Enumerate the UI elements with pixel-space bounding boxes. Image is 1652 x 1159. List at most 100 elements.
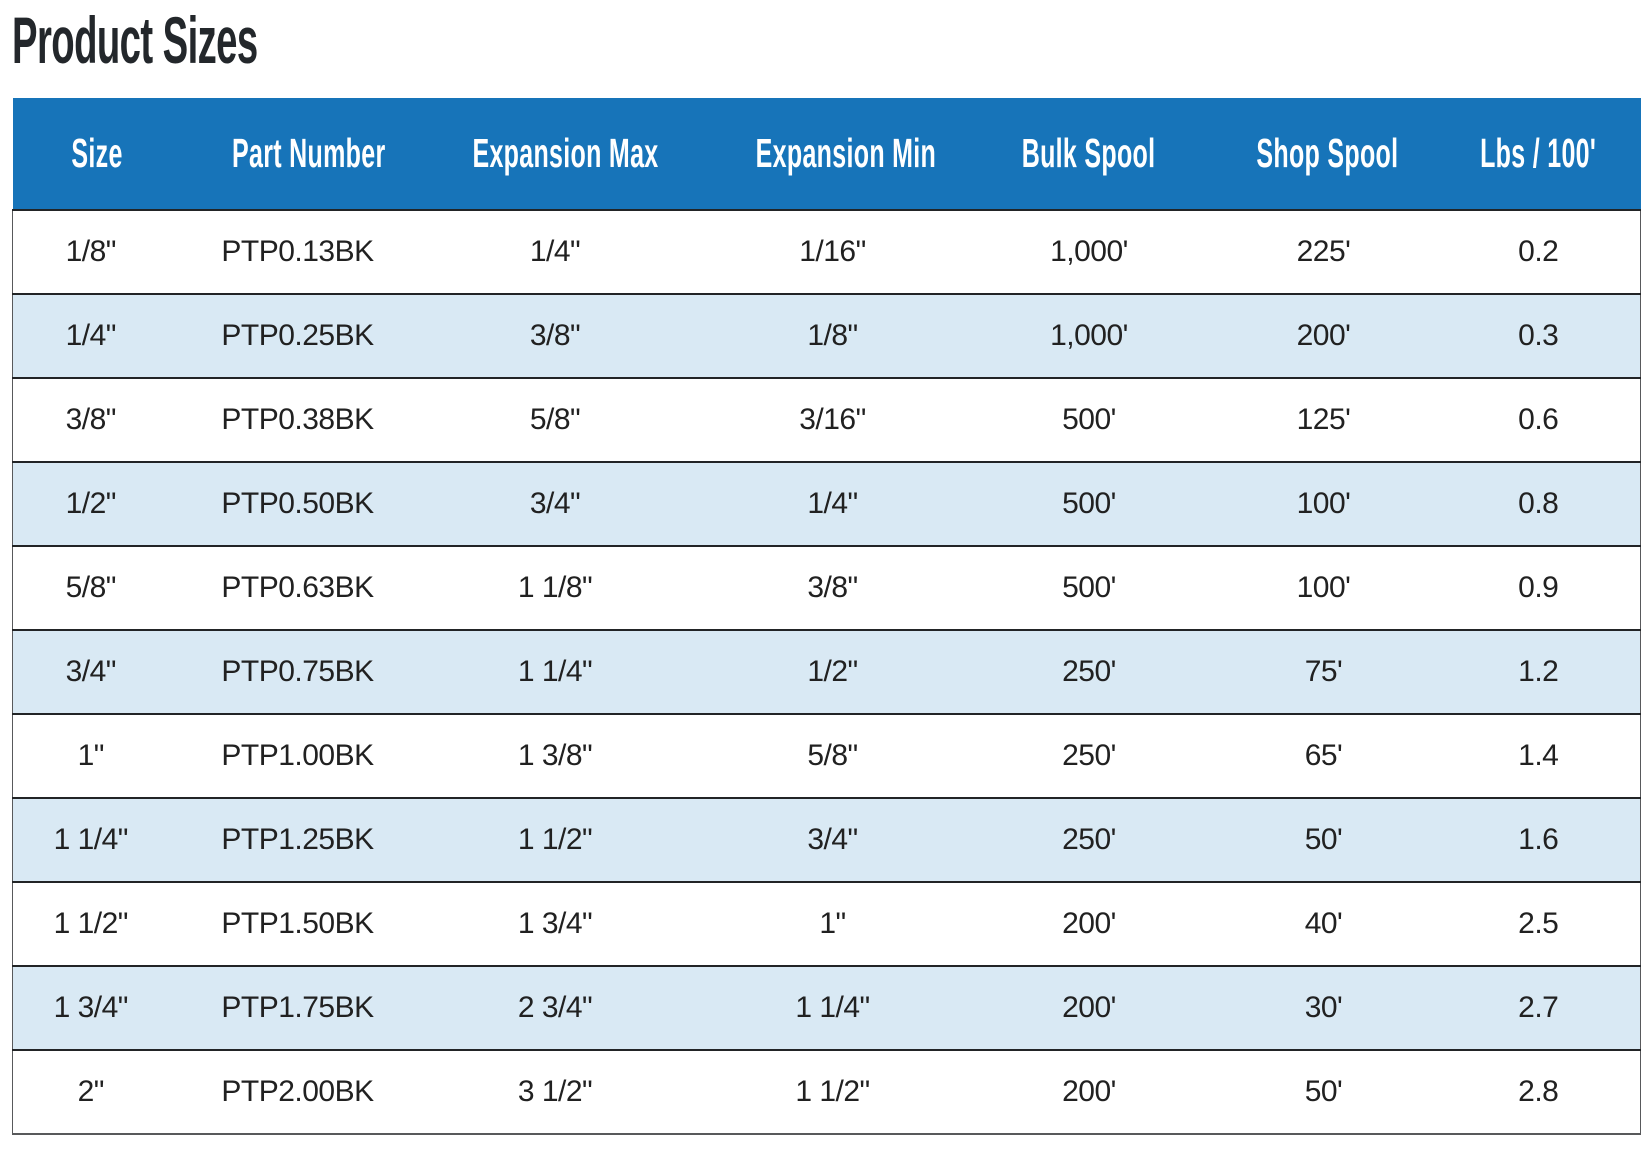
table-cell-lbs-per-100: 0.6 — [1436, 378, 1641, 462]
table-row: 5/8" PTP0.63BK 1 1/8" 3/8" 500' 100' 0.9 — [12, 546, 1641, 630]
column-header-bulk-spool: Bulk Spool — [967, 98, 1211, 210]
table-cell-lbs-per-100: 0.3 — [1436, 294, 1641, 378]
table-cell-shop-spool: 100' — [1296, 487, 1351, 520]
table-cell-part-number: PTP0.25BK — [221, 319, 374, 352]
table-row: 2" PTP2.00BK 3 1/2" 1 1/2" 200' 50' 2.8 — [12, 1050, 1641, 1134]
page-title: Product Sizes — [12, 0, 1640, 98]
table-cell-expansion-max: 5/8" — [529, 403, 581, 436]
table-cell-lbs-per-100: 1.2 — [1436, 630, 1641, 714]
table-row: 1/8" PTP0.13BK 1/4" 1/16" 1,000' 225' 0.2 — [12, 210, 1641, 294]
table-cell-bulk-spool: 250' — [1062, 739, 1116, 772]
table-cell-bulk-spool: 1,000' — [1050, 235, 1128, 268]
table-header: Size Part Number Expansion Max Expansion… — [12, 98, 1641, 210]
table-cell-part-number: PTP0.75BK — [221, 655, 374, 688]
table-cell-expansion-min: 3/4" — [807, 823, 858, 856]
table-cell-lbs-per-100: 0.9 — [1436, 546, 1641, 630]
table-cell-size: 1 3/4" — [12, 966, 183, 1050]
table-cell-bulk-spool: 200' — [1062, 991, 1116, 1024]
table-body: 1/8" PTP0.13BK 1/4" 1/16" 1,000' 225' 0.2 1/4" P… — [12, 210, 1641, 1134]
table-cell-lbs-per-100: 1.6 — [1436, 798, 1641, 882]
table-cell-expansion-min: 1 1/2" — [795, 1075, 870, 1108]
table-cell-expansion-min: 1" — [819, 907, 846, 940]
table-cell-shop-spool: 100' — [1296, 571, 1351, 604]
table-cell-expansion-min: 1/16" — [799, 235, 866, 268]
table-cell-bulk-spool: 250' — [1062, 655, 1116, 688]
table-cell-expansion-max: 3/8" — [529, 319, 581, 352]
table-cell-lbs-per-100: 2.7 — [1436, 966, 1641, 1050]
table-cell-expansion-min: 1/8" — [807, 319, 858, 352]
table-cell-part-number: PTP1.25BK — [221, 823, 374, 856]
table-cell-size: 5/8" — [12, 546, 183, 630]
table-cell-expansion-max: 1 3/4" — [517, 907, 593, 940]
table-cell-bulk-spool: 200' — [1062, 1075, 1116, 1108]
table-cell-expansion-max: 3/4" — [529, 487, 581, 520]
table-header-row: Size Part Number Expansion Max Expansion… — [12, 98, 1641, 210]
table-cell-size: 1/4" — [12, 294, 183, 378]
table-cell-shop-spool: 50' — [1304, 1075, 1343, 1108]
table-row: 1/4" PTP0.25BK 3/8" 1/8" 1,000' 200' 0.3 — [12, 294, 1641, 378]
table-cell-lbs-per-100: 1.4 — [1436, 714, 1641, 798]
table-cell-shop-spool: 40' — [1304, 907, 1343, 940]
page: Product Sizes Size Part Number Expansion… — [12, 0, 1641, 1135]
table-cell-expansion-max: 1 1/8" — [517, 571, 593, 604]
table-cell-lbs-per-100: 2.5 — [1436, 882, 1641, 966]
table-cell-size: 3/8" — [12, 378, 183, 462]
table-cell-expansion-max: 3 1/2" — [517, 1075, 593, 1108]
table-row: 1 1/4" PTP1.25BK 1 1/2" 3/4" 250' 50' 1.6 — [12, 798, 1641, 882]
product-sizes-table: Size Part Number Expansion Max Expansion… — [12, 98, 1641, 1135]
table-cell-shop-spool: 200' — [1296, 319, 1351, 352]
table-cell-shop-spool: 65' — [1304, 739, 1343, 772]
table-cell-part-number: PTP0.38BK — [221, 403, 374, 436]
table-cell-size: 1 1/4" — [12, 798, 183, 882]
table-cell-bulk-spool: 1,000' — [1050, 319, 1128, 352]
table-cell-bulk-spool: 500' — [1062, 571, 1116, 604]
table-cell-expansion-min: 5/8" — [807, 739, 858, 772]
table-cell-part-number: PTP0.50BK — [221, 487, 374, 520]
table-cell-bulk-spool: 500' — [1062, 403, 1116, 436]
table-cell-shop-spool: 75' — [1304, 655, 1343, 688]
table-cell-expansion-max: 1 1/2" — [517, 823, 593, 856]
table-cell-size: 1" — [12, 714, 183, 798]
table-cell-size: 2" — [12, 1050, 183, 1134]
table-row: 1" PTP1.00BK 1 3/8" 5/8" 250' 65' 1.4 — [12, 714, 1641, 798]
table-cell-part-number: PTP0.13BK — [221, 235, 374, 268]
table-row: 3/8" PTP0.38BK 5/8" 3/16" 500' 125' 0.6 — [12, 378, 1641, 462]
table-cell-part-number: PTP1.50BK — [221, 907, 374, 940]
table-cell-expansion-min: 1 1/4" — [795, 991, 870, 1024]
table-cell-lbs-per-100: 0.2 — [1436, 210, 1641, 294]
column-header-expansion-min: Expansion Min — [697, 98, 968, 210]
table-cell-shop-spool: 30' — [1304, 991, 1343, 1024]
column-header-lbs-per-100: Lbs / 100' — [1436, 98, 1641, 210]
column-header-part-number: Part Number — [182, 98, 413, 210]
table-cell-part-number: PTP2.00BK — [221, 1075, 374, 1108]
table-row: 1 1/2" PTP1.50BK 1 3/4" 1" 200' 40' 2.5 — [12, 882, 1641, 966]
page-title-text: Product Sizes — [12, 3, 258, 77]
table-cell-size: 3/4" — [12, 630, 183, 714]
table-cell-lbs-per-100: 2.8 — [1436, 1050, 1641, 1134]
table-cell-expansion-min: 1/2" — [807, 655, 858, 688]
table-cell-size: 1 1/2" — [12, 882, 183, 966]
table-cell-shop-spool: 50' — [1304, 823, 1343, 856]
table-cell-bulk-spool: 250' — [1062, 823, 1116, 856]
table-row: 1 3/4" PTP1.75BK 2 3/4" 1 1/4" 200' 30' 2.7 — [12, 966, 1641, 1050]
table-cell-shop-spool: 125' — [1296, 403, 1351, 436]
table-cell-size: 1/2" — [12, 462, 183, 546]
table-cell-bulk-spool: 200' — [1062, 907, 1116, 940]
table-cell-expansion-min: 3/8" — [807, 571, 858, 604]
table-cell-part-number: PTP0.63BK — [221, 571, 374, 604]
table-cell-expansion-min: 3/16" — [799, 403, 866, 436]
table-row: 1/2" PTP0.50BK 3/4" 1/4" 500' 100' 0.8 — [12, 462, 1641, 546]
table-cell-lbs-per-100: 0.8 — [1436, 462, 1641, 546]
table-cell-part-number: PTP1.75BK — [221, 991, 374, 1024]
table-cell-expansion-max: 2 3/4" — [517, 991, 593, 1024]
table-row: 3/4" PTP0.75BK 1 1/4" 1/2" 250' 75' 1.2 — [12, 630, 1641, 714]
table-cell-expansion-max: 1 1/4" — [517, 655, 593, 688]
table-cell-size: 1/8" — [12, 210, 183, 294]
table-cell-expansion-max: 1 3/8" — [517, 739, 593, 772]
table-cell-shop-spool: 225' — [1296, 235, 1351, 268]
table-cell-expansion-min: 1/4" — [807, 487, 858, 520]
column-header-size: Size — [12, 98, 183, 210]
column-header-shop-spool: Shop Spool — [1210, 98, 1437, 210]
column-header-expansion-max: Expansion Max — [412, 98, 698, 210]
table-cell-part-number: PTP1.00BK — [221, 739, 374, 772]
